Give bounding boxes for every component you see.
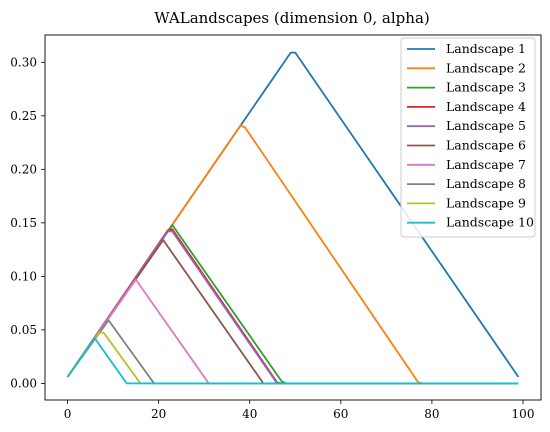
- legend-label-landscape-8: Landscape 8: [446, 176, 526, 191]
- x-tick-label: 60: [333, 407, 348, 421]
- x-tick-label: 100: [512, 407, 535, 421]
- x-tick-label: 0: [64, 407, 72, 421]
- legend-label-landscape-9: Landscape 9: [446, 195, 526, 210]
- series-layer: [66, 51, 520, 385]
- y-tick-label: 0.00: [10, 376, 37, 390]
- legend-label-landscape-10: Landscape 10: [446, 215, 534, 230]
- legend-label-landscape-3: Landscape 3: [446, 80, 526, 95]
- y-tick-label: 0.30: [10, 55, 37, 69]
- legend-label-landscape-2: Landscape 2: [446, 60, 526, 75]
- series-line-landscape-10: [66, 337, 519, 385]
- legend-label-landscape-4: Landscape 4: [446, 99, 526, 114]
- legend-label-landscape-6: Landscape 6: [446, 138, 526, 153]
- series-line-landscape-6: [66, 239, 519, 385]
- legend-label-landscape-7: Landscape 7: [446, 157, 526, 172]
- legend-label-landscape-1: Landscape 1: [446, 41, 526, 56]
- series-line-landscape-5: [66, 230, 519, 385]
- series-line-landscape-4: [66, 228, 519, 385]
- x-tick-label: 80: [424, 407, 439, 421]
- series-line-landscape-3: [66, 224, 519, 385]
- chart-title: WALandscapes (dimension 0, alpha): [154, 9, 430, 27]
- y-tick-label: 0.25: [10, 109, 37, 123]
- x-tick-label: 20: [151, 407, 166, 421]
- axes-layer: 0 20 40 60 80 100 0.00 0.05 0.10 0.15 0.20 0.25 0.30: [10, 55, 534, 421]
- legend-label-landscape-5: Landscape 5: [446, 118, 526, 133]
- legend: Landscape 1 Landscape 2 Landscape 3 Landsca…: [400, 37, 536, 238]
- x-tick-label: 40: [242, 407, 257, 421]
- y-tick-label: 0.15: [10, 216, 37, 230]
- y-tick-label: 0.20: [10, 162, 37, 176]
- y-tick-label: 0.10: [10, 269, 37, 283]
- plot-area-frame: [44, 34, 542, 401]
- series-line-landscape-7: [66, 278, 519, 385]
- series-line-landscape-8: [66, 319, 519, 385]
- y-tick-label: 0.05: [10, 323, 37, 337]
